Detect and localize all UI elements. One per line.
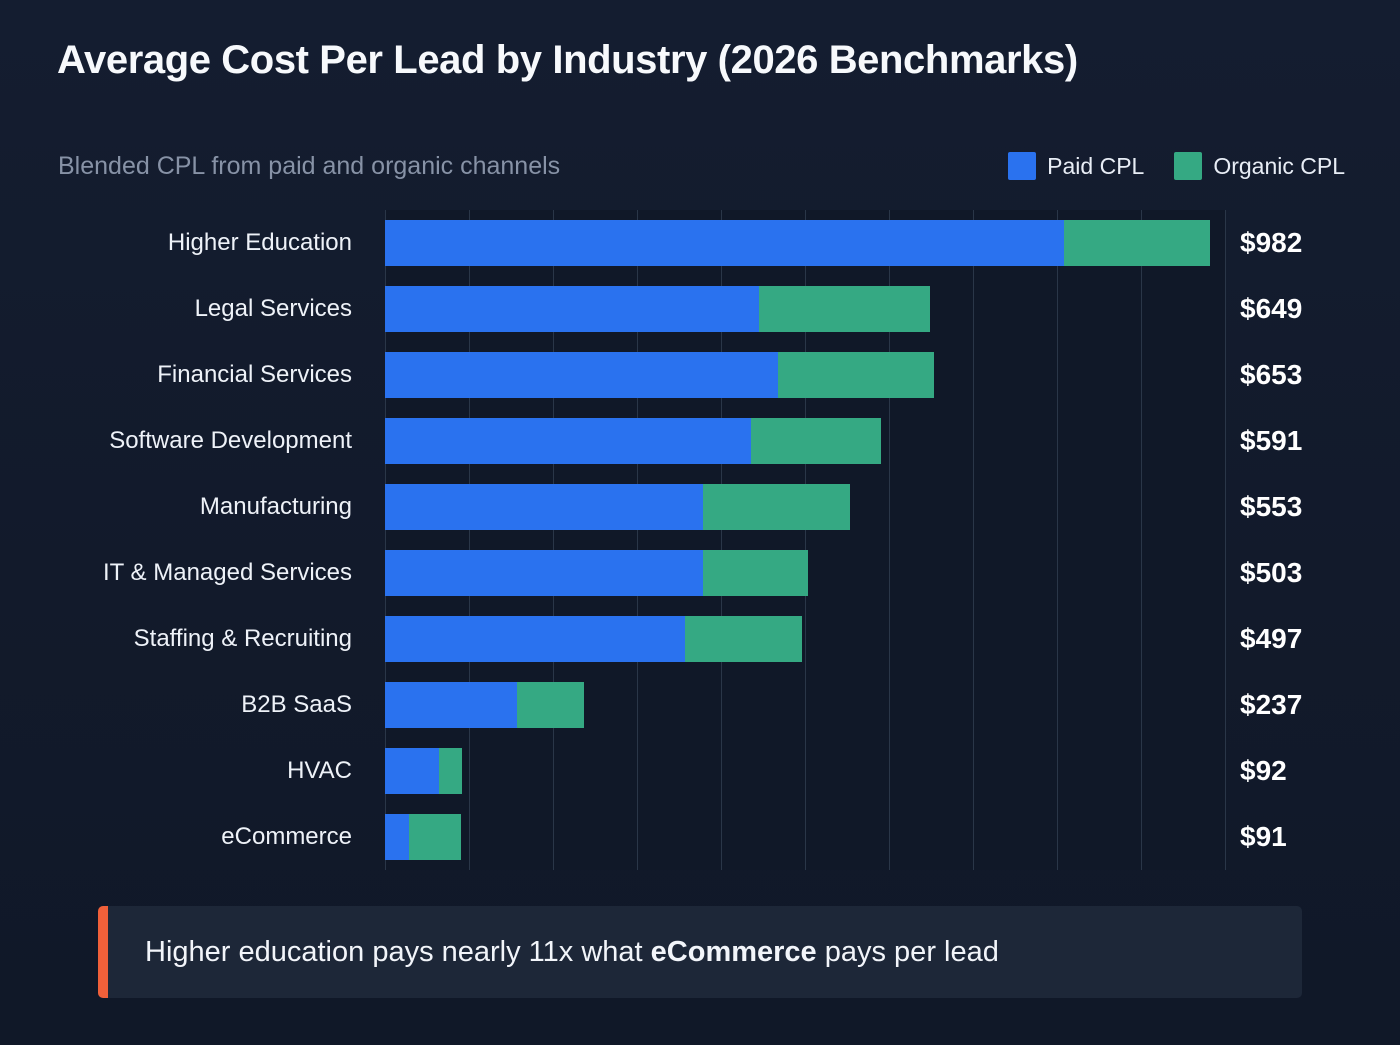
legend-label-paid: Paid CPL bbox=[1047, 152, 1145, 179]
bar-value-label: $649 bbox=[1240, 293, 1303, 324]
chart-subtitle: Blended CPL from paid and organic channe… bbox=[58, 152, 561, 180]
bar-value-label: $553 bbox=[1240, 491, 1303, 522]
gridline bbox=[1141, 210, 1142, 870]
bar-segment-paid[interactable] bbox=[385, 616, 685, 662]
bar-segment-paid[interactable] bbox=[385, 484, 703, 530]
square-swatch-icon bbox=[1174, 152, 1203, 180]
bar-row[interactable] bbox=[385, 550, 808, 596]
legend-label-organic: Organic CPL bbox=[1213, 152, 1345, 179]
callout-highlight: eCommerce bbox=[650, 935, 817, 968]
bar-value-label: $497 bbox=[1240, 623, 1303, 654]
bar-segment-paid[interactable] bbox=[385, 352, 779, 398]
bar-segment-organic[interactable] bbox=[778, 352, 934, 398]
bar-row[interactable] bbox=[385, 220, 1210, 266]
bar-row[interactable] bbox=[385, 418, 882, 464]
category-label: Financial Services bbox=[157, 361, 352, 388]
category-label: eCommerce bbox=[221, 823, 352, 850]
category-axis-labels: Higher Education Legal Services Financial … bbox=[0, 210, 370, 870]
category-label: B2B SaaS bbox=[241, 691, 352, 718]
gridline bbox=[973, 210, 974, 870]
bar-segment-paid[interactable] bbox=[385, 286, 759, 332]
bar-segment-organic[interactable] bbox=[409, 814, 462, 860]
plot-wrapper: Higher Education Legal Services Financial … bbox=[0, 210, 1400, 870]
category-label: Staffing & Recruiting bbox=[133, 625, 352, 652]
category-label: Manufacturing bbox=[199, 493, 352, 520]
chart-legend: Paid CPL Organic CPL bbox=[1008, 152, 1345, 180]
bar-row[interactable] bbox=[385, 682, 585, 728]
bar-value-label: $982 bbox=[1240, 227, 1303, 258]
bar-segment-organic[interactable] bbox=[751, 418, 882, 464]
bar-segment-organic[interactable] bbox=[703, 550, 808, 596]
accent-bar-icon bbox=[98, 906, 108, 998]
category-label: IT & Managed Services bbox=[102, 559, 352, 586]
bar-value-label: $91 bbox=[1240, 821, 1287, 852]
gridline bbox=[1057, 210, 1058, 870]
bar-segment-organic[interactable] bbox=[702, 484, 850, 530]
bar-segment-paid[interactable] bbox=[385, 814, 410, 860]
legend-item-organic[interactable]: Organic CPL bbox=[1174, 152, 1345, 180]
callout-banner: Higher education pays nearly 11x what eC… bbox=[98, 906, 1302, 998]
page-title: Average Cost Per Lead by Industry (2026 … bbox=[57, 38, 1078, 82]
bar-row[interactable] bbox=[385, 748, 463, 794]
bar-row[interactable] bbox=[385, 286, 931, 332]
plot-area bbox=[385, 210, 1226, 870]
square-swatch-icon bbox=[1008, 152, 1037, 180]
bar-segment-organic[interactable] bbox=[758, 286, 931, 332]
bar-segment-paid[interactable] bbox=[385, 220, 1064, 266]
bar-segment-paid[interactable] bbox=[385, 550, 704, 596]
bar-value-label: $591 bbox=[1240, 425, 1303, 456]
gridline bbox=[1225, 210, 1226, 870]
bar-value-label: $653 bbox=[1240, 359, 1303, 390]
bar-row[interactable] bbox=[385, 484, 850, 530]
callout-text: Higher education pays nearly 11x what eC… bbox=[145, 935, 999, 968]
bar-row[interactable] bbox=[385, 616, 803, 662]
bar-segment-organic[interactable] bbox=[516, 682, 585, 728]
bar-segment-paid[interactable] bbox=[385, 418, 752, 464]
bar-row[interactable] bbox=[385, 352, 934, 398]
bar-segment-paid[interactable] bbox=[385, 748, 439, 794]
bar-value-label: $503 bbox=[1240, 557, 1303, 588]
category-label: HVAC bbox=[287, 757, 352, 784]
bar-segment-organic[interactable] bbox=[438, 748, 463, 794]
category-label: Legal Services bbox=[194, 295, 352, 322]
value-labels: $982 $649 $653 $591 $553 $503 $497 $237 $92 $91 bbox=[1240, 210, 1380, 870]
legend-item-paid[interactable]: Paid CPL bbox=[1008, 152, 1144, 180]
bar-segment-paid[interactable] bbox=[385, 682, 517, 728]
bar-value-label: $92 bbox=[1240, 755, 1287, 786]
bar-segment-organic[interactable] bbox=[1063, 220, 1210, 266]
category-label: Software Development bbox=[109, 427, 352, 454]
bar-segment-organic[interactable] bbox=[684, 616, 803, 662]
category-label: Higher Education bbox=[167, 229, 352, 256]
bar-value-label: $237 bbox=[1240, 689, 1303, 720]
bar-row[interactable] bbox=[385, 814, 462, 860]
